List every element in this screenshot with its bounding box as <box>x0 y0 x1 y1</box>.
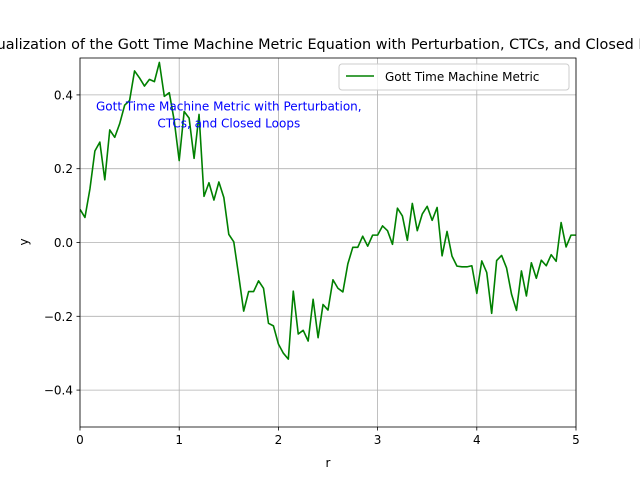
legend-label: Gott Time Machine Metric <box>385 70 539 84</box>
series-line <box>80 61 576 360</box>
x-tick-label: 0 <box>76 433 84 447</box>
y-tick-label: 0.4 <box>54 88 73 102</box>
grid <box>79 58 577 427</box>
x-tick-label: 3 <box>374 433 382 447</box>
annotation: Gott Time Machine Metric with Perturbati… <box>96 100 362 131</box>
y-tick-label: 0.2 <box>54 162 73 176</box>
annotation-line-1: Gott Time Machine Metric with Perturbati… <box>96 100 362 114</box>
x-tick-label: 5 <box>572 433 580 447</box>
chart-title: Visualization of the Gott Time Machine M… <box>0 37 640 53</box>
y-tick-label: −0.4 <box>44 384 73 398</box>
x-axis-label: r <box>326 456 331 470</box>
x-tick-label: 1 <box>175 433 183 447</box>
x-tick-label: 2 <box>275 433 283 447</box>
legend: Gott Time Machine Metric <box>338 63 570 91</box>
legend-box <box>338 63 570 91</box>
y-tick-label: −0.2 <box>44 310 73 324</box>
annotation-line-2: CTCs, and Closed Loops <box>157 117 300 131</box>
y-tick-label: 0.0 <box>54 236 73 250</box>
y-axis-label: y <box>17 238 31 245</box>
y-axis-ticks: −0.4 −0.2 0.0 0.2 0.4 <box>44 88 80 398</box>
x-tick-label: 4 <box>473 433 481 447</box>
x-axis-ticks: 0 1 2 3 4 5 <box>76 427 580 447</box>
